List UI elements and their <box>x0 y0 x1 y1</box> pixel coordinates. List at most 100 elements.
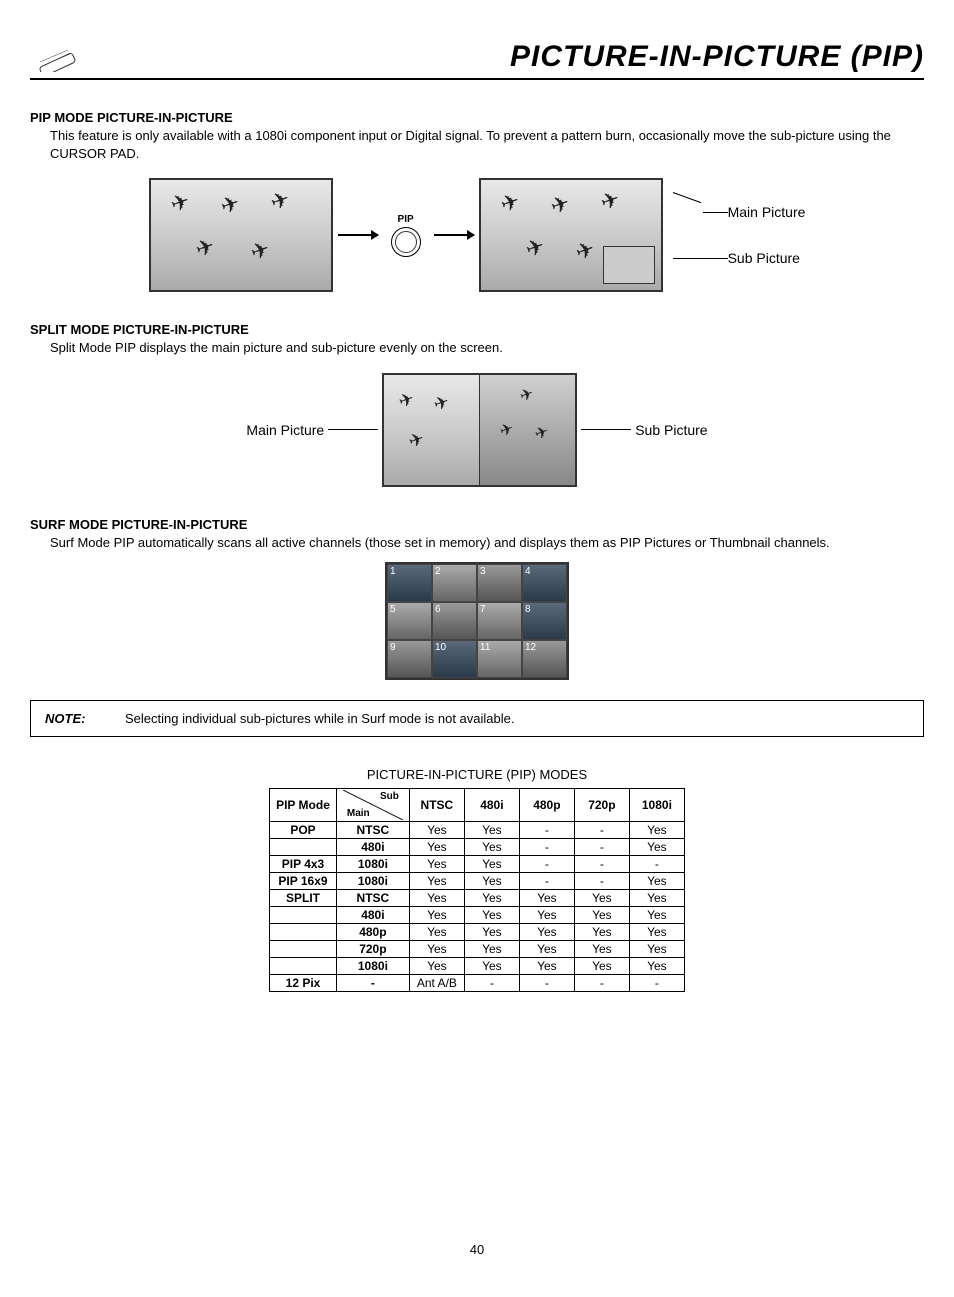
table-header-diag: Sub Main <box>336 788 409 821</box>
main-screen-before: ✈ ✈ ✈ ✈ ✈ <box>149 178 333 292</box>
table-cell: Yes <box>464 889 519 906</box>
table-cell-main: NTSC <box>336 821 409 838</box>
table-cell: Yes <box>629 889 684 906</box>
table-cell: Yes <box>409 889 464 906</box>
surf-mode-text: Surf Mode PIP automatically scans all ac… <box>50 534 924 552</box>
table-cell-mode <box>270 957 337 974</box>
surf-cell: 6 <box>432 602 477 640</box>
table-cell-main: 480i <box>336 906 409 923</box>
table-cell-main: 720p <box>336 940 409 957</box>
pip-mode-text: This feature is only available with a 10… <box>50 127 924 163</box>
table-cell: Yes <box>629 957 684 974</box>
table-cell: Yes <box>519 889 574 906</box>
table-cell: Yes <box>464 838 519 855</box>
main-picture-label: Main Picture <box>728 204 806 220</box>
table-cell: Yes <box>464 821 519 838</box>
table-row: PIP 16x91080iYesYes--Yes <box>270 872 685 889</box>
table-cell: Yes <box>574 957 629 974</box>
table-cell-main: 1080i <box>336 872 409 889</box>
table-cell: - <box>464 974 519 991</box>
table-header: NTSC <box>409 788 464 821</box>
note-label: NOTE: <box>45 711 125 726</box>
table-header: 480i <box>464 788 519 821</box>
table-cell: Yes <box>574 889 629 906</box>
table-cell-mode: 12 Pix <box>270 974 337 991</box>
table-cell-main: 1080i <box>336 957 409 974</box>
table-cell: Yes <box>629 906 684 923</box>
main-screen-after: ✈ ✈ ✈ ✈ ✈ <box>479 178 663 292</box>
split-main-screen: ✈ ✈ ✈ <box>384 375 480 485</box>
arrow-right-icon <box>434 234 474 236</box>
split-mode-heading: SPLIT MODE PICTURE-IN-PICTURE <box>30 322 924 337</box>
table-cell: Yes <box>409 855 464 872</box>
table-header: 480p <box>519 788 574 821</box>
table-cell: Yes <box>464 855 519 872</box>
surf-cell: 1 <box>387 564 432 602</box>
surf-cell: 12 <box>522 640 567 678</box>
table-cell-mode <box>270 838 337 855</box>
table-cell: - <box>574 872 629 889</box>
table-cell: Yes <box>574 923 629 940</box>
main-picture-label: Main Picture <box>246 422 324 438</box>
table-cell: Yes <box>409 906 464 923</box>
table-cell: Yes <box>464 923 519 940</box>
table-cell-mode: PIP 4x3 <box>270 855 337 872</box>
table-row: 480iYesYesYesYesYes <box>270 906 685 923</box>
split-mode-text: Split Mode PIP displays the main picture… <box>50 339 924 357</box>
table-row: 720pYesYesYesYesYes <box>270 940 685 957</box>
table-cell: - <box>574 821 629 838</box>
pip-button-icon <box>391 227 421 257</box>
sub-picture-label: Sub Picture <box>728 250 800 266</box>
table-cell: Yes <box>409 957 464 974</box>
table-cell: Yes <box>464 957 519 974</box>
table-row: 12 Pix-Ant A/B---- <box>270 974 685 991</box>
pip-button[interactable]: PIP <box>391 214 421 257</box>
table-cell-mode <box>270 923 337 940</box>
table-header: 720p <box>574 788 629 821</box>
table-row: 480pYesYesYesYesYes <box>270 923 685 940</box>
table-cell: Yes <box>409 940 464 957</box>
surf-cell: 9 <box>387 640 432 678</box>
surf-cell: 2 <box>432 564 477 602</box>
table-cell-main: - <box>336 974 409 991</box>
table-cell: Yes <box>464 872 519 889</box>
table-cell: Yes <box>629 923 684 940</box>
page-header: PICTURE-IN-PICTURE (PIP) <box>30 40 924 80</box>
table-cell: Ant A/B <box>409 974 464 991</box>
table-cell: - <box>519 855 574 872</box>
table-cell: - <box>574 974 629 991</box>
surf-cell: 3 <box>477 564 522 602</box>
table-row: POPNTSCYesYes--Yes <box>270 821 685 838</box>
table-cell-main: 1080i <box>336 855 409 872</box>
split-mode-diagram: Main Picture ✈ ✈ ✈ ✈ ✈ ✈ Sub Picture <box>30 373 924 487</box>
table-cell-mode: POP <box>270 821 337 838</box>
table-cell: Yes <box>629 821 684 838</box>
page-title: PICTURE-IN-PICTURE (PIP) <box>510 40 924 74</box>
table-cell: Yes <box>409 838 464 855</box>
table-header: 1080i <box>629 788 684 821</box>
surf-cell: 10 <box>432 640 477 678</box>
surf-cell: 8 <box>522 602 567 640</box>
pip-mode-heading: PIP MODE PICTURE-IN-PICTURE <box>30 110 924 125</box>
table-cell-mode <box>270 906 337 923</box>
page-number: 40 <box>30 1242 924 1257</box>
surf-mode-heading: SURF MODE PICTURE-IN-PICTURE <box>30 517 924 532</box>
side-tab: THE REMOTE CONTROL <box>0 296 3 550</box>
table-cell: - <box>519 821 574 838</box>
table-cell: Yes <box>629 838 684 855</box>
table-cell: - <box>519 838 574 855</box>
table-cell: Yes <box>629 872 684 889</box>
modes-table-title: PICTURE-IN-PICTURE (PIP) MODES <box>30 767 924 782</box>
table-cell-mode: PIP 16x9 <box>270 872 337 889</box>
table-header: PIP Mode <box>270 788 337 821</box>
surf-cell: 11 <box>477 640 522 678</box>
table-cell: Yes <box>629 940 684 957</box>
table-row: 1080iYesYesYesYesYes <box>270 957 685 974</box>
pip-button-label: PIP <box>398 214 414 225</box>
sub-picture-box <box>603 246 655 284</box>
note-text: Selecting individual sub-pictures while … <box>125 711 515 726</box>
table-row: 480iYesYes--Yes <box>270 838 685 855</box>
table-cell: Yes <box>574 940 629 957</box>
table-cell: Yes <box>519 923 574 940</box>
surf-grid: 1 2 3 4 5 6 7 8 9 10 11 12 <box>385 562 569 680</box>
